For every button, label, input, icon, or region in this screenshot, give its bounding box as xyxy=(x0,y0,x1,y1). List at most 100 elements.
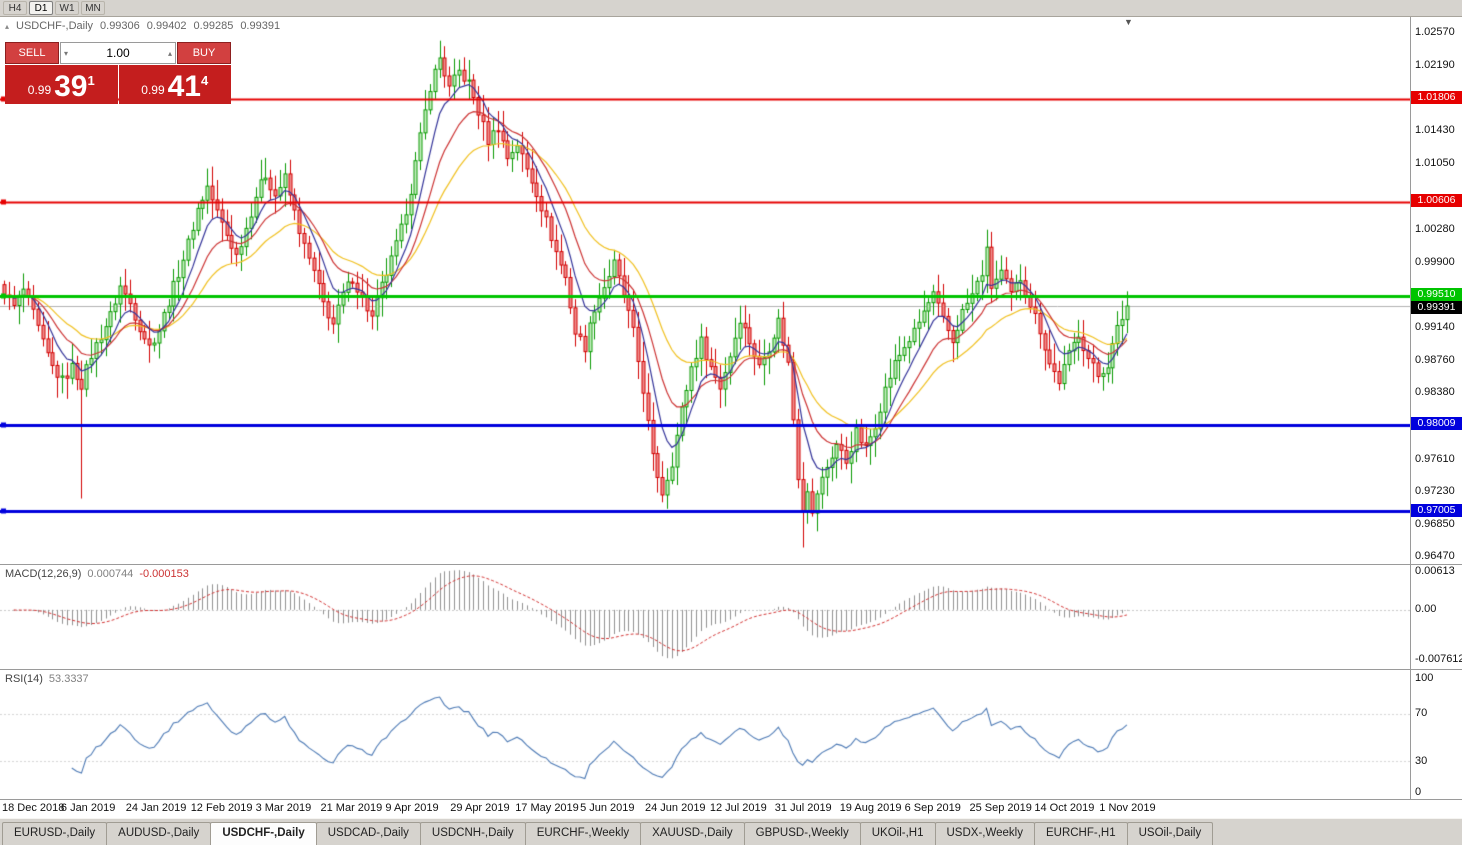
macd-chart-canvas[interactable] xyxy=(0,565,1410,669)
date-label: 19 Aug 2019 xyxy=(839,802,902,814)
chart-tab-usdcad-daily[interactable]: USDCAD-,Daily xyxy=(315,822,421,845)
price-axis: 1.02570 1.02190 1.01430 1.01050 1.00280 0.999… xyxy=(1410,17,1462,564)
price-tick-label: 1.02190 xyxy=(1415,59,1455,72)
price-tick-label: 1.01050 xyxy=(1415,157,1455,170)
date-label: 17 May 2019 xyxy=(515,802,579,814)
price-tick-label: 0.96470 xyxy=(1415,550,1455,563)
macd-signal-value: -0.000153 xyxy=(139,568,189,580)
date-label: 5 Jun 2019 xyxy=(580,802,635,814)
buy-price-pip: 4 xyxy=(201,73,209,88)
trade-controls-row: SELL ▾ 1.00 ▴ BUY xyxy=(5,42,231,64)
chart-tab-eurchf-weekly[interactable]: EURCHF-,Weekly xyxy=(524,822,642,845)
rsi-panel: 100 70 30 0 RSI(14) 53.3337 xyxy=(0,670,1462,800)
date-label: 6 Sep 2019 xyxy=(904,802,961,814)
macd-panel: 0.00613 0.00 -0.007612 MACD(12,26,9) 0.000… xyxy=(0,565,1462,670)
price-tick-label: 0.97230 xyxy=(1415,485,1455,498)
date-label: 31 Jul 2019 xyxy=(774,802,832,814)
chart-tab-eurchf-h1[interactable]: EURCHF-,H1 xyxy=(1033,822,1128,845)
timeframe-d1-button[interactable]: D1 xyxy=(29,1,53,15)
buy-button[interactable]: BUY xyxy=(177,42,231,64)
sell-price-prefix: 0.99 xyxy=(27,83,52,97)
price-tick-label: 1.02570 xyxy=(1415,26,1455,39)
price-panel: 1.02570 1.02190 1.01430 1.01050 1.00280 0.999… xyxy=(0,17,1462,565)
date-label: 6 Jan 2019 xyxy=(60,802,116,814)
chart-tab-audusd-daily[interactable]: AUDUSD-,Daily xyxy=(106,822,212,845)
macd-indicator-label: MACD(12,26,9) 0.000744 -0.000153 xyxy=(5,568,189,580)
rsi-value: 53.3337 xyxy=(48,673,89,685)
timeframe-h4-button[interactable]: H4 xyxy=(3,1,27,15)
chart-tabs: EURUSD-,Daily AUDUSD-,Daily USDCHF-,Daily U… xyxy=(0,818,1462,845)
hline-price-label: 1.00606 xyxy=(1411,194,1462,208)
rsi-tick-label: 0 xyxy=(1415,786,1422,798)
chart-tab-usdchf-daily[interactable]: USDCHF-,Daily xyxy=(210,822,317,845)
price-tick-label: 1.01430 xyxy=(1415,124,1455,137)
price-tick-label: 1.00280 xyxy=(1415,223,1455,236)
ohlc-close: 0.99391 xyxy=(240,20,281,32)
date-label: 12 Jul 2019 xyxy=(709,802,767,814)
chart-tab-gbpusd-weekly[interactable]: GBPUSD-,Weekly xyxy=(743,822,861,845)
date-label: 29 Apr 2019 xyxy=(450,802,510,814)
date-label: 24 Jan 2019 xyxy=(125,802,187,814)
buy-price-prefix: 0.99 xyxy=(141,83,165,97)
rsi-indicator-label: RSI(14) 53.3337 xyxy=(5,673,89,685)
date-label: 9 Apr 2019 xyxy=(385,802,439,814)
hline-price-label: 0.99510 xyxy=(1411,288,1462,302)
price-chart-canvas[interactable] xyxy=(0,17,1410,564)
sell-price-pip: 1 xyxy=(87,73,95,88)
price-tick-label: 0.99900 xyxy=(1415,255,1455,268)
ohlc-open: 0.99306 xyxy=(100,20,140,32)
price-tick-label: 0.97610 xyxy=(1415,452,1455,465)
timeframe-w1-button[interactable]: W1 xyxy=(55,1,79,15)
hline-price-label: 1.01806 xyxy=(1411,91,1462,105)
macd-axis: 0.00613 0.00 -0.007612 xyxy=(1410,565,1462,669)
chart-header: ▴ USDCHF-,Daily 0.99306 0.99402 0.99285 … xyxy=(5,20,280,32)
macd-main-value: 0.000744 xyxy=(87,568,134,580)
sell-price[interactable]: 0.99 39 1 xyxy=(5,65,118,104)
chart-tab-xauusd-daily[interactable]: XAUUSD-,Daily xyxy=(640,822,745,845)
chart-tab-eurusd-daily[interactable]: EURUSD-,Daily xyxy=(2,822,108,845)
collapse-icon[interactable]: ▴ xyxy=(5,21,10,31)
chart-tab-usoil-daily[interactable]: USOil-,Daily xyxy=(1126,822,1214,845)
date-label: 1 Nov 2019 xyxy=(1099,802,1156,814)
chart-tab-usdcnh-daily[interactable]: USDCNH-,Daily xyxy=(419,822,526,845)
rsi-chart-canvas[interactable] xyxy=(0,670,1410,799)
price-tick-label: 0.98380 xyxy=(1415,386,1455,399)
chart-tab-ukoil-h1[interactable]: UKOil-,H1 xyxy=(859,822,936,845)
sell-price-big: 39 xyxy=(54,70,88,103)
macd-tick-label: -0.007612 xyxy=(1415,652,1462,665)
one-click-trading-widget: SELL ▾ 1.00 ▴ BUY 0.99 39 1 0.99 xyxy=(5,42,231,104)
date-label: 14 Oct 2019 xyxy=(1034,802,1095,814)
time-axis[interactable]: 18 Dec 2018 6 Jan 2019 24 Jan 2019 12 Feb 2… xyxy=(0,800,1462,818)
chart-shift-marker-icon[interactable]: ▼ xyxy=(1124,17,1133,27)
bid-price-label: 0.99391 xyxy=(1411,300,1462,314)
macd-tick-label: 0.00613 xyxy=(1415,565,1455,577)
date-label: 12 Feb 2019 xyxy=(190,802,253,814)
volume-input[interactable]: ▾ 1.00 ▴ xyxy=(60,42,176,64)
buy-price-big: 41 xyxy=(167,70,201,103)
date-label: 21 Mar 2019 xyxy=(320,802,383,814)
date-label: 25 Sep 2019 xyxy=(969,802,1032,814)
chart-area: 1.02570 1.02190 1.01430 1.01050 1.00280 0.999… xyxy=(0,17,1462,818)
rsi-tick-label: 70 xyxy=(1415,707,1428,720)
volume-value[interactable]: 1.00 xyxy=(106,46,130,60)
hline-price-label: 0.98009 xyxy=(1411,417,1462,431)
rsi-name: RSI(14) xyxy=(5,673,43,685)
ohlc-high: 0.99402 xyxy=(146,20,187,32)
chart-title: USDCHF-,Daily xyxy=(16,20,94,32)
volume-down-icon[interactable]: ▾ xyxy=(64,48,69,58)
price-tick-label: 0.99140 xyxy=(1415,321,1455,334)
timeframe-mn-button[interactable]: MN xyxy=(81,1,105,15)
date-label: 24 Jun 2019 xyxy=(645,802,706,814)
volume-up-icon[interactable]: ▴ xyxy=(167,48,172,58)
rsi-tick-label: 30 xyxy=(1415,754,1428,767)
trade-prices-row: 0.99 39 1 0.99 41 4 xyxy=(5,65,231,104)
buy-price[interactable]: 0.99 41 4 xyxy=(118,65,231,104)
hline-price-label: 0.97005 xyxy=(1411,503,1462,517)
chart-tab-usdx-weekly[interactable]: USDX-,Weekly xyxy=(934,822,1035,845)
rsi-tick-label: 100 xyxy=(1415,671,1434,684)
rsi-axis: 100 70 30 0 xyxy=(1410,670,1462,799)
sell-button[interactable]: SELL xyxy=(5,42,59,64)
macd-tick-label: 0.00 xyxy=(1415,603,1437,616)
timeframe-toolbar: H4 D1 W1 MN xyxy=(0,0,1462,17)
